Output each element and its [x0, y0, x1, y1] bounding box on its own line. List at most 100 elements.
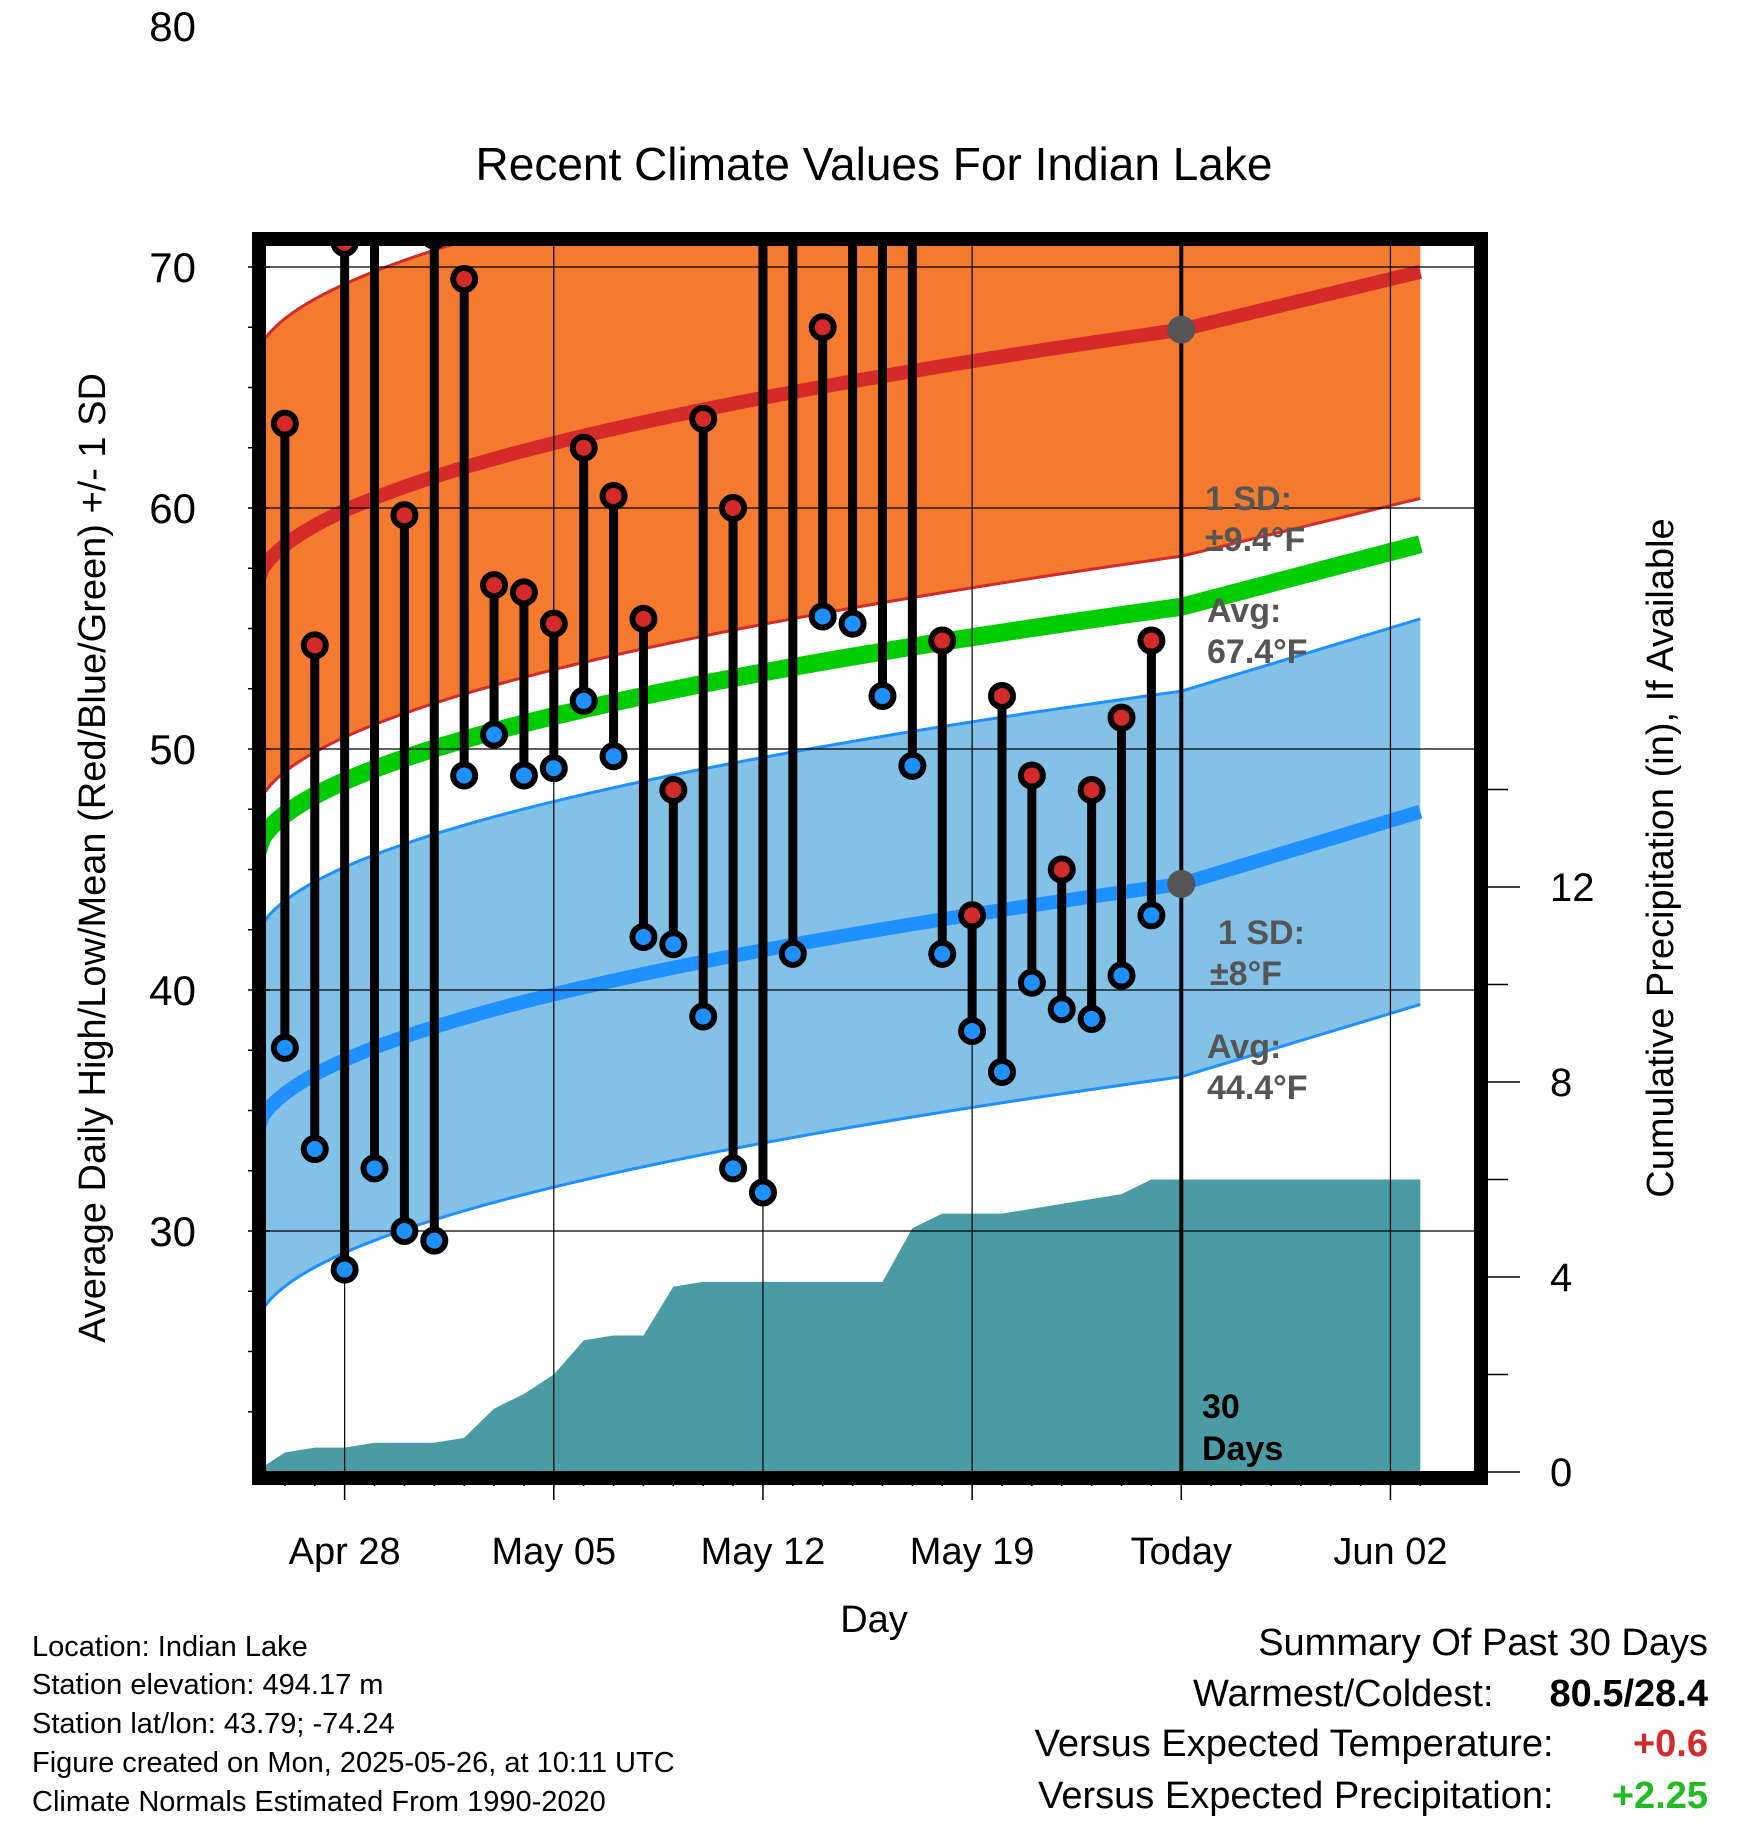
footer-created: Figure created on Mon, 2025-05-26, at 10…	[32, 1747, 675, 1779]
low-point	[330, 1255, 359, 1284]
footer-elevation: Station elevation: 494.17 m	[32, 1669, 384, 1701]
low-point	[719, 1154, 748, 1183]
high-avg-marker	[1167, 315, 1196, 344]
summary-precip-value: +2.25	[1611, 1775, 1708, 1817]
low-avg-marker	[1167, 869, 1196, 898]
low-point	[838, 609, 867, 638]
low-point	[748, 1178, 777, 1207]
low-point	[778, 939, 807, 968]
y-right-tick-label: 12	[1550, 866, 1595, 910]
low-point	[898, 751, 927, 780]
y-axis-right-label: Cumulative Precipitation (in), If Availa…	[1640, 518, 1682, 1197]
footer-normals: Climate Normals Estimated From 1990-2020	[32, 1786, 606, 1818]
summary-precip-label: Versus Expected Precipitation:	[1038, 1775, 1554, 1817]
high-point	[752, 32, 774, 54]
summary-precip-row: Versus Expected Precipitation: +2.25	[1038, 1775, 1708, 1818]
high-point	[1107, 703, 1136, 732]
low-point	[988, 1057, 1016, 1086]
low-point	[659, 930, 688, 959]
low-point	[1107, 961, 1136, 990]
low-point	[1137, 901, 1166, 930]
low-avg-label: Avg:	[1207, 1028, 1281, 1066]
high-avg-value: 67.4°F	[1207, 633, 1308, 671]
summary-temp-value: +0.6	[1632, 1723, 1708, 1765]
low-avg-value: 44.4°F	[1207, 1069, 1308, 1107]
y-left-tick-label: 30	[149, 1208, 196, 1255]
high-point	[300, 631, 329, 660]
low-point	[390, 1217, 419, 1245]
high-point	[270, 409, 299, 438]
high-point	[988, 681, 1016, 710]
high-point	[509, 578, 538, 607]
low-point	[360, 1154, 389, 1183]
high-point	[599, 481, 628, 510]
high-point	[659, 775, 688, 804]
summary-title: Summary Of Past 30 Days	[1258, 1622, 1708, 1664]
normal-high-line	[265, 265, 1422, 584]
low-point	[868, 681, 897, 710]
high-point	[330, 245, 359, 257]
low-point	[569, 686, 598, 715]
today-days-label: Days	[1202, 1430, 1283, 1468]
low-point	[958, 1016, 987, 1045]
high-point	[629, 604, 658, 633]
x-tick-label: May 12	[701, 1531, 826, 1573]
low-point	[300, 1135, 329, 1164]
y-axis-left-label: Average Daily High/Low/Mean (Red/Blue/Gr…	[72, 373, 114, 1343]
high-point	[1077, 775, 1106, 804]
high-point	[390, 501, 419, 530]
low-sd-label: 1 SD:	[1218, 914, 1305, 952]
y-right-tick-label: 8	[1550, 1061, 1572, 1105]
footer-location: Location: Indian Lake	[32, 1631, 308, 1663]
high-point	[958, 901, 987, 930]
high-avg-label: Avg:	[1207, 592, 1281, 630]
climate-chart: Recent Climate Values For Indian Lake 1 …	[72, 3, 1682, 1640]
low-point	[270, 1033, 299, 1062]
normal-low-upper-edge	[265, 617, 1421, 923]
high-point	[1047, 855, 1076, 884]
high-sd-value: ±9.4°F	[1205, 521, 1305, 559]
chart-title: Recent Climate Values For Indian Lake	[476, 138, 1273, 190]
normal-low-line	[265, 804, 1423, 1132]
x-tick-label: May 19	[910, 1531, 1035, 1573]
x-tick-label: May 05	[491, 1531, 616, 1573]
high-point	[719, 494, 748, 522]
low-point	[808, 602, 837, 631]
high-point	[480, 571, 509, 600]
high-point	[569, 433, 598, 462]
summary-temp-row: Versus Expected Temperature: +0.6	[1035, 1723, 1708, 1766]
high-sd-label: 1 SD:	[1205, 480, 1292, 518]
x-tick-label: Today	[1131, 1531, 1232, 1573]
low-point	[450, 761, 479, 790]
x-tick-label: Jun 02	[1333, 1531, 1447, 1573]
low-sd-value: ±8°F	[1210, 955, 1282, 993]
high-point	[1017, 761, 1046, 790]
low-point	[509, 761, 538, 790]
footer-latlon: Station lat/lon: 43.79; -74.24	[32, 1708, 395, 1740]
low-point	[1017, 968, 1046, 997]
y-left-tick-label: 80	[149, 3, 196, 50]
low-point	[689, 1002, 718, 1031]
x-axis-label: Day	[840, 1599, 908, 1640]
low-point	[928, 939, 957, 968]
high-point	[928, 626, 957, 655]
normal-mean-line	[265, 535, 1423, 859]
summary-warmest-label: Warmest/Coldest:	[1192, 1673, 1494, 1715]
y-left-tick-label: 40	[149, 967, 196, 1014]
high-point	[450, 265, 479, 294]
high-point	[808, 313, 837, 342]
summary-warmest-value: 80.5/28.4	[1549, 1673, 1708, 1715]
y-left-tick-label: 70	[149, 244, 196, 291]
high-point	[871, 17, 893, 39]
low-point	[629, 922, 658, 951]
high-point	[689, 404, 718, 433]
x-tick-label: Apr 28	[289, 1531, 401, 1573]
high-point	[901, 205, 923, 227]
normal-low-lower-edge	[265, 1003, 1421, 1309]
plot-frame	[252, 232, 1488, 1485]
high-point	[842, 95, 864, 117]
low-point	[1077, 1004, 1106, 1033]
high-point	[364, 3, 386, 25]
low-point	[599, 742, 628, 771]
